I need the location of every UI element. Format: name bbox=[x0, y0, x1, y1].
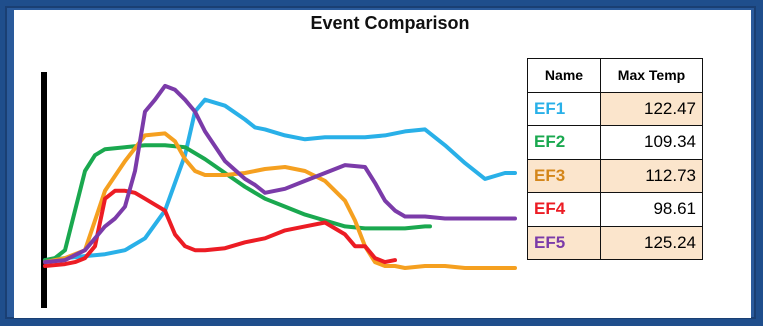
table-row: EF3 112.73 bbox=[527, 158, 703, 193]
max-temp-ef3: 112.73 bbox=[600, 158, 703, 193]
series-name-ef2: EF2 bbox=[527, 125, 601, 160]
series-name-ef5: EF5 bbox=[527, 225, 601, 260]
series-line-ef2 bbox=[43, 143, 432, 263]
max-temp-ef2: 109.34 bbox=[600, 125, 703, 160]
series-layer bbox=[43, 83, 517, 270]
max-temp-ef4: 98.61 bbox=[600, 192, 703, 227]
max-temp-ef5: 125.24 bbox=[600, 225, 703, 260]
series-line-ef4 bbox=[43, 188, 397, 268]
chart-title: Event Comparison bbox=[310, 13, 470, 33]
max-temp-ef1: 122.47 bbox=[600, 91, 703, 126]
table-row: EF2 109.34 bbox=[527, 125, 703, 160]
series-line-ef3 bbox=[43, 131, 517, 270]
table-row: EF4 98.61 bbox=[527, 192, 703, 227]
series-name-ef4: EF4 bbox=[527, 192, 601, 227]
table-row: EF5 125.24 bbox=[527, 225, 703, 260]
series-name-ef1: EF1 bbox=[527, 91, 601, 126]
table-row: EF1 122.47 bbox=[527, 91, 703, 126]
table-header-max-temp: Max Temp bbox=[600, 58, 703, 93]
series-name-ef3: EF3 bbox=[527, 158, 601, 193]
max-temp-table: Name Max Temp EF1 122.47 EF2 109.34 EF3 … bbox=[527, 58, 703, 260]
table-header-name: Name bbox=[527, 58, 601, 93]
series-line-ef1 bbox=[43, 97, 517, 263]
series-line-ef5 bbox=[43, 83, 517, 265]
y-axis-bar bbox=[41, 72, 47, 308]
